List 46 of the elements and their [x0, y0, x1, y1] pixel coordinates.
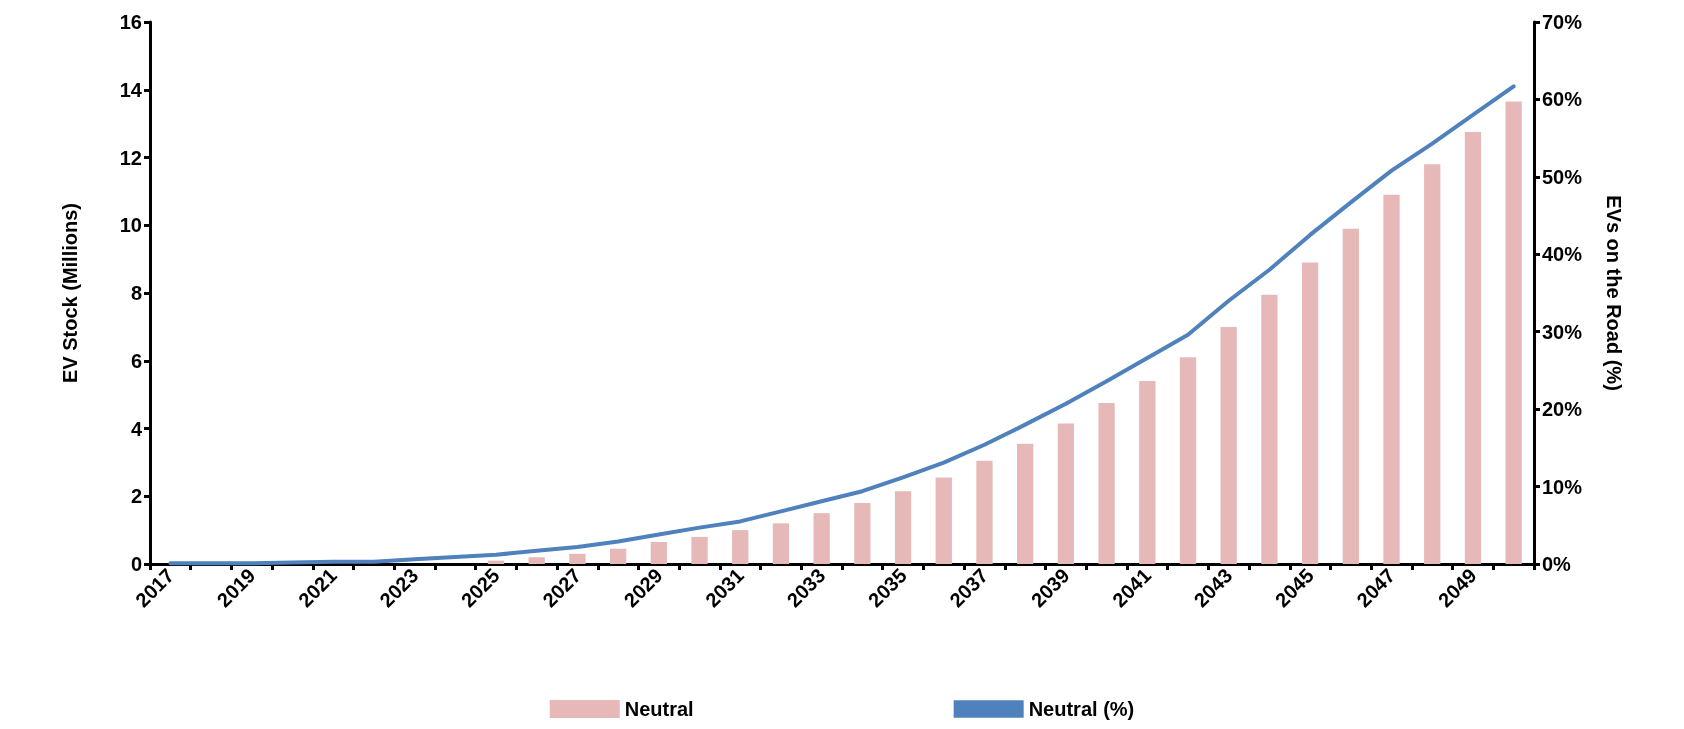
- bar: [1261, 294, 1278, 564]
- y2-tick-label: 40%: [1542, 243, 1583, 266]
- y2-axis-title: EVs on the Road (%): [1603, 195, 1625, 391]
- y-tick-label: 12: [119, 146, 142, 169]
- bar: [1057, 423, 1075, 564]
- y2-tick-label: 60%: [1542, 88, 1583, 111]
- y2-tick-label: 0%: [1542, 553, 1572, 575]
- y-tick-label: 16: [119, 11, 142, 33]
- bar: [609, 548, 627, 564]
- legend-label: Neutral: [624, 698, 694, 720]
- line-series: [168, 84, 1516, 566]
- y-axis-title: EV Stock (Millions): [59, 202, 81, 384]
- bar: [569, 553, 586, 564]
- bar: [1301, 262, 1319, 564]
- y2-tick-label: 70%: [1542, 11, 1583, 33]
- bar: [1139, 381, 1156, 564]
- bar: [1017, 443, 1034, 564]
- bar: [813, 513, 830, 564]
- bar: [772, 523, 790, 564]
- y-tick-label: 6: [130, 349, 142, 372]
- y-tick-label: 8: [130, 282, 142, 304]
- legend-label: Neutral (%): [1028, 698, 1135, 720]
- bar: [1424, 164, 1441, 564]
- y-tick-label: 4: [130, 417, 143, 440]
- bar: [935, 477, 952, 564]
- bar: [1179, 357, 1197, 564]
- y-tick-label: 14: [119, 78, 143, 101]
- bar: [528, 557, 545, 564]
- bar: [1342, 228, 1359, 564]
- bar: [1505, 101, 1522, 564]
- bar: [650, 541, 667, 564]
- y2-tick-label: 20%: [1542, 398, 1583, 421]
- bar: [976, 460, 993, 564]
- bar: [854, 503, 871, 564]
- bar: [691, 536, 708, 564]
- y-tick-label: 10: [119, 214, 142, 237]
- bar: [1220, 326, 1237, 564]
- bar: [732, 530, 749, 564]
- y2-tick-label: 30%: [1542, 320, 1583, 343]
- y2-tick-label: 50%: [1542, 165, 1583, 188]
- bar: [1098, 403, 1115, 564]
- y2-tick-label: 10%: [1542, 475, 1583, 498]
- bar: [1464, 132, 1482, 564]
- y-tick-label: 2: [130, 485, 142, 508]
- bar: [894, 491, 912, 564]
- bar: [1383, 194, 1400, 564]
